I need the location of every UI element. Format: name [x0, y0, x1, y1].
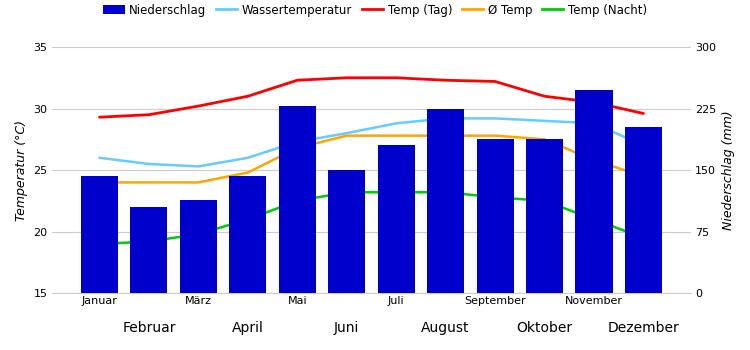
Bar — [377, 146, 415, 293]
Bar — [427, 108, 464, 293]
Bar — [130, 207, 167, 293]
Bar — [230, 176, 266, 293]
Bar — [625, 127, 662, 293]
Bar — [328, 170, 365, 293]
Bar — [476, 139, 514, 293]
Bar — [81, 176, 118, 293]
Y-axis label: Niederschlag (mm): Niederschlag (mm) — [722, 110, 735, 230]
Bar — [180, 201, 217, 293]
Bar — [279, 106, 316, 293]
Bar — [575, 90, 613, 293]
Legend: Niederschlag, Wassertemperatur, Temp (Tag), Ø Temp, Temp (Nacht): Niederschlag, Wassertemperatur, Temp (Ta… — [98, 0, 652, 21]
Y-axis label: Temperatur (°C): Temperatur (°C) — [15, 120, 28, 220]
Bar — [526, 139, 563, 293]
